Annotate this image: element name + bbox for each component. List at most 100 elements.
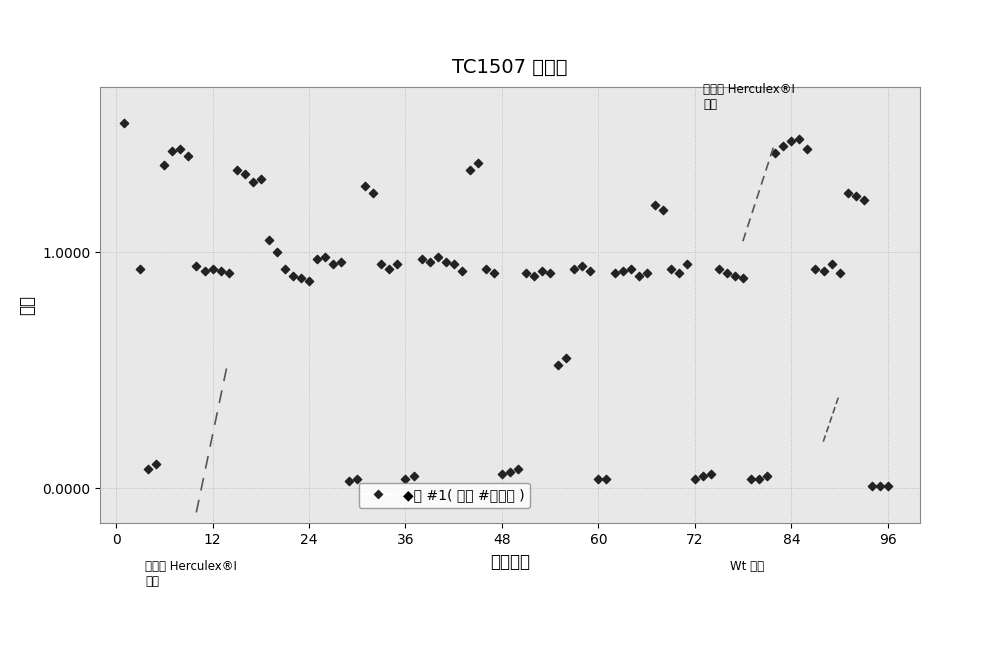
Text: Wt 样品: Wt 样品 [730, 560, 764, 573]
Point [510, 464, 526, 474]
Point [381, 264, 397, 274]
Point [574, 261, 590, 272]
Point [872, 480, 888, 491]
Point [799, 143, 815, 154]
Point [679, 259, 695, 270]
Point [566, 264, 582, 274]
Point [205, 264, 221, 274]
Point [277, 264, 293, 274]
Point [639, 268, 655, 279]
Point [285, 270, 301, 281]
Y-axis label: 比率: 比率 [18, 295, 36, 315]
Point [140, 464, 156, 474]
Point [253, 174, 269, 185]
Point [229, 164, 245, 175]
Point [598, 473, 614, 484]
Point [221, 268, 237, 279]
Point [711, 264, 727, 274]
Point [438, 256, 454, 267]
Point [373, 259, 389, 270]
Point [406, 471, 422, 482]
Point [164, 146, 180, 156]
Point [663, 264, 679, 274]
Point [558, 353, 574, 364]
Point [880, 480, 896, 491]
Point [607, 268, 623, 279]
Point [172, 143, 188, 154]
Point [389, 259, 405, 270]
Point [534, 266, 550, 276]
Legend: ◆图 #1( 样品 #对比率 ): ◆图 #1( 样品 #对比率 ) [359, 482, 530, 508]
Point [783, 136, 799, 147]
Point [397, 473, 413, 484]
Point [269, 247, 285, 258]
Point [590, 473, 606, 484]
Point [695, 471, 711, 482]
Point [462, 164, 478, 175]
Point [261, 235, 277, 246]
Point [470, 157, 486, 168]
Point [864, 480, 880, 491]
Point [341, 476, 357, 486]
Point [759, 471, 775, 482]
Point [478, 264, 494, 274]
Point [365, 188, 381, 199]
Point [615, 266, 631, 276]
Point [422, 256, 438, 267]
Point [502, 466, 518, 477]
Point [751, 473, 767, 484]
Point [526, 270, 542, 281]
Point [132, 264, 148, 274]
Point [156, 160, 172, 170]
Point [687, 473, 703, 484]
Point [245, 176, 261, 187]
Point [237, 169, 253, 180]
Point [188, 261, 204, 272]
Point [767, 148, 783, 158]
Point [213, 266, 229, 276]
Title: TC1507 接合性: TC1507 接合性 [452, 58, 568, 77]
Point [824, 259, 840, 270]
Point [735, 273, 751, 284]
Point [807, 264, 823, 274]
Point [494, 468, 510, 479]
Point [148, 459, 164, 470]
Point [414, 254, 430, 264]
Point [647, 200, 663, 211]
Point [349, 473, 365, 484]
Point [623, 264, 639, 274]
Point [550, 360, 566, 371]
Point [848, 191, 864, 201]
Point [582, 266, 598, 276]
Point [309, 254, 325, 264]
Point [293, 273, 309, 284]
Point [791, 134, 807, 144]
Point [446, 259, 462, 270]
Text: 纯合子 Herculex®I
样品: 纯合子 Herculex®I 样品 [703, 83, 795, 111]
Point [719, 268, 735, 279]
Text: 半合子 Herculex®I
样品: 半合子 Herculex®I 样品 [145, 560, 237, 588]
Point [816, 266, 832, 276]
Point [357, 181, 373, 192]
Point [856, 195, 872, 206]
Point [832, 268, 848, 279]
Point [542, 268, 558, 279]
Point [671, 268, 687, 279]
Point [333, 256, 349, 267]
Point [840, 188, 856, 199]
Point [197, 266, 213, 276]
Point [631, 270, 647, 281]
Point [518, 268, 534, 279]
X-axis label: 样品数目: 样品数目 [490, 553, 530, 570]
Point [775, 141, 791, 152]
Point [655, 205, 671, 215]
Point [703, 468, 719, 479]
Point [486, 268, 502, 279]
Point [116, 117, 132, 128]
Point [325, 259, 341, 270]
Point [454, 266, 470, 276]
Point [317, 252, 333, 262]
Point [301, 275, 317, 286]
Point [743, 473, 759, 484]
Point [727, 270, 743, 281]
